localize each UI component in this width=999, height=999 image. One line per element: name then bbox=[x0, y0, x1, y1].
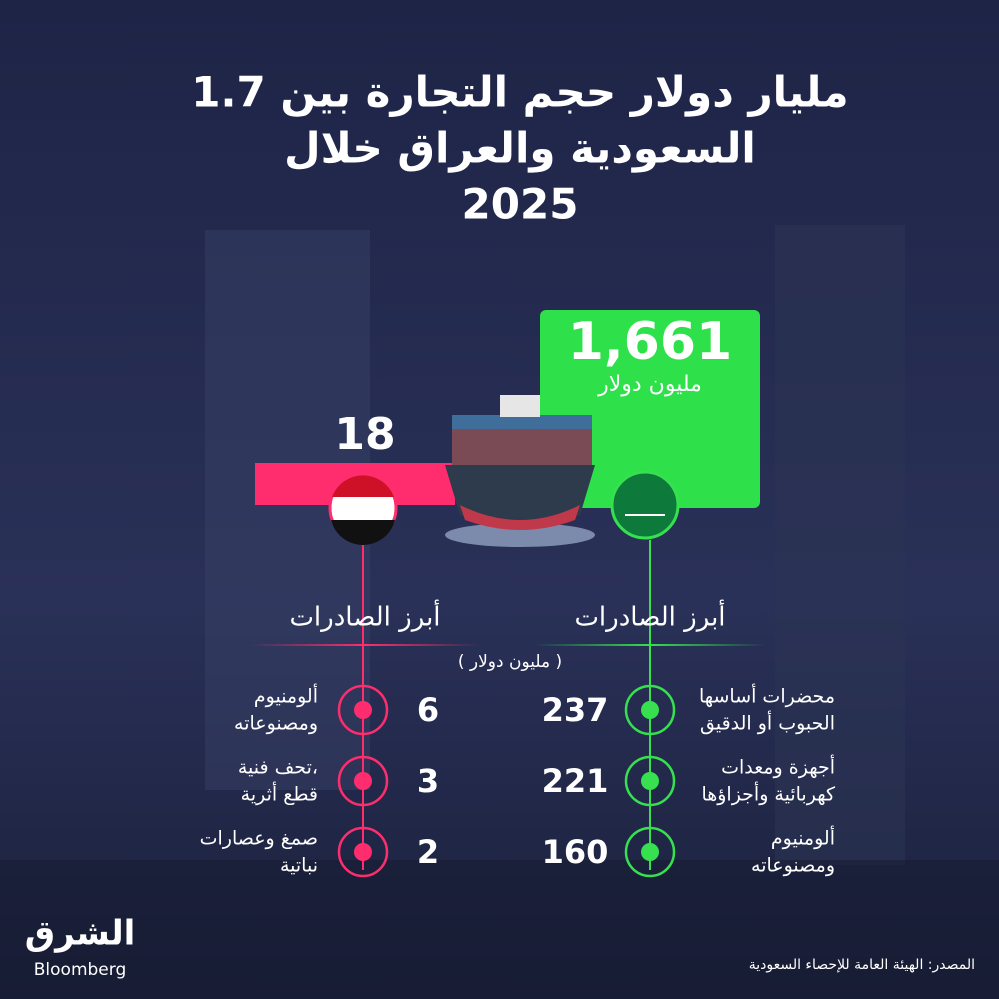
building bbox=[775, 225, 905, 865]
item-label: قطع أثرية bbox=[241, 782, 318, 806]
item-icon-glyph bbox=[641, 772, 659, 790]
item-icon-glyph bbox=[354, 701, 372, 719]
saudi-panel bbox=[540, 310, 760, 508]
item-value: 221 bbox=[542, 762, 609, 800]
item-label: ألومنيوم bbox=[254, 684, 318, 708]
item-label: نباتية bbox=[280, 855, 318, 877]
logo-arabic: الشرق bbox=[25, 914, 136, 954]
item-value: 6 bbox=[417, 691, 439, 729]
item-icon-glyph bbox=[641, 701, 659, 719]
item-label: ومصنوعاته bbox=[751, 855, 835, 877]
item-value: 160 bbox=[542, 833, 609, 871]
ground bbox=[0, 860, 999, 999]
item-label: تحف فنية، bbox=[238, 757, 318, 779]
title-line: 1.7 مليار دولار حجم التجارة بين bbox=[191, 68, 848, 118]
item-value: 3 bbox=[417, 762, 439, 800]
export-items: 237 محضرات أساسها الحبوب أو الدقيق 221 أجهزة… bbox=[200, 684, 836, 878]
iraq-exports-title: أبرز الصادرات bbox=[289, 599, 440, 633]
item-label: كهربائية وأجزاؤها bbox=[701, 782, 836, 806]
item-icon-glyph bbox=[641, 843, 659, 861]
item-icon bbox=[337, 755, 389, 807]
item-icon-glyph bbox=[354, 843, 372, 861]
item-icon bbox=[337, 684, 389, 736]
divider bbox=[535, 644, 765, 646]
item-label: ومصنوعاته bbox=[234, 713, 318, 735]
saudi-unit: مليون دولار bbox=[597, 372, 702, 397]
units-note: ( مليون دولار ) bbox=[458, 652, 562, 672]
item-icon bbox=[337, 826, 389, 878]
item-label: محضرات أساسها bbox=[699, 684, 835, 708]
title-line: 2025 bbox=[462, 180, 579, 229]
saudi-total: 1,661 bbox=[568, 312, 732, 372]
item-label: أجهزة ومعدات bbox=[721, 755, 835, 779]
iraq-total: 18 bbox=[334, 409, 395, 460]
item-label: ألومنيوم bbox=[771, 826, 835, 850]
ship bbox=[445, 395, 595, 547]
logo-english: Bloomberg bbox=[34, 960, 126, 980]
saudi-exports-title: أبرز الصادرات bbox=[574, 599, 725, 633]
item-label: صمغ وعصارات bbox=[200, 828, 318, 850]
title-line: السعودية والعراق خلال bbox=[284, 124, 756, 174]
item-icon-glyph bbox=[354, 772, 372, 790]
divider bbox=[250, 644, 480, 646]
title: 1.7 مليار دولار حجم التجارة بين السعودية … bbox=[191, 68, 848, 229]
saudi-flag bbox=[610, 470, 680, 540]
item-label: الحبوب أو الدقيق bbox=[700, 711, 835, 735]
item-value: 237 bbox=[542, 691, 609, 729]
item-icon bbox=[624, 755, 676, 807]
item-value: 2 bbox=[417, 833, 439, 871]
item-icon bbox=[624, 826, 676, 878]
source: المصدر: الهيئة العامة للإحصاء السعودية bbox=[749, 957, 975, 973]
item-icon bbox=[624, 684, 676, 736]
